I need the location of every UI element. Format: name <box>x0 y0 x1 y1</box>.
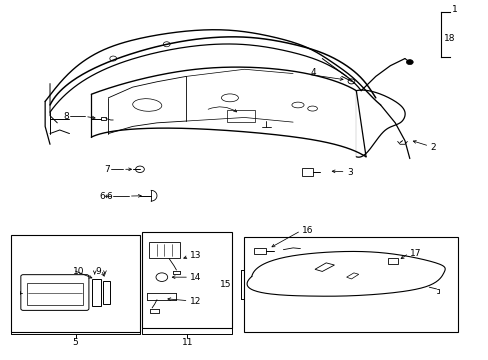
Text: 18: 18 <box>443 35 454 44</box>
Text: 3: 3 <box>347 168 353 177</box>
Text: 11: 11 <box>181 338 193 347</box>
Text: 5: 5 <box>73 338 78 347</box>
Circle shape <box>406 60 412 64</box>
Text: 9: 9 <box>95 267 101 276</box>
Text: 4: 4 <box>309 68 315 77</box>
Text: 13: 13 <box>190 251 201 260</box>
Text: 6←: 6← <box>99 192 112 201</box>
Bar <box>244 237 458 332</box>
Text: 16: 16 <box>301 225 313 234</box>
Text: 12: 12 <box>190 297 201 306</box>
Bar <box>27 283 82 305</box>
Text: 1: 1 <box>451 5 456 14</box>
Text: 2: 2 <box>430 143 435 152</box>
Text: 7: 7 <box>104 165 110 174</box>
Text: 8: 8 <box>63 112 69 121</box>
Bar <box>387 258 397 264</box>
Bar <box>11 235 140 332</box>
Bar <box>102 281 110 304</box>
Text: 14: 14 <box>190 273 201 282</box>
Text: 17: 17 <box>409 249 421 258</box>
Bar <box>254 248 266 253</box>
Bar <box>142 232 232 328</box>
Text: 10: 10 <box>73 267 85 276</box>
Text: 15: 15 <box>220 280 231 289</box>
Text: 6: 6 <box>106 192 112 201</box>
Bar <box>92 279 101 306</box>
